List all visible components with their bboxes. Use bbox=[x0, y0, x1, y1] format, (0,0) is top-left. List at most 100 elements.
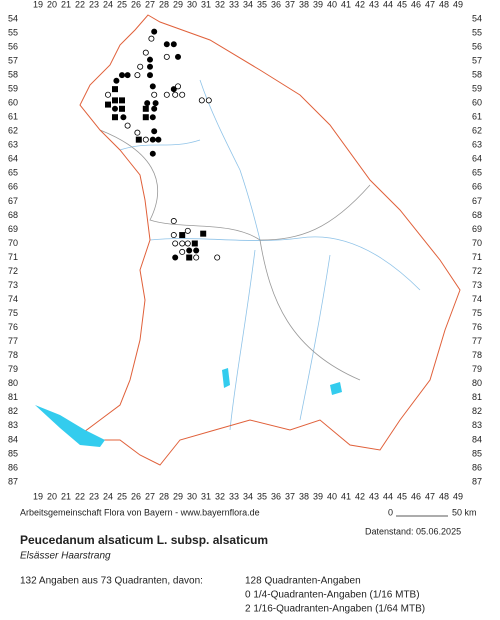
district-border bbox=[259, 239, 361, 381]
detail: 128 Quadranten-Angaben bbox=[245, 576, 361, 587]
marker bbox=[170, 232, 177, 239]
markers bbox=[105, 28, 221, 261]
marker bbox=[170, 218, 177, 225]
marker bbox=[205, 97, 212, 104]
x-label: 33 bbox=[229, 0, 239, 9]
x-label: 35 bbox=[257, 491, 267, 501]
marker bbox=[186, 247, 193, 254]
rivers bbox=[119, 79, 421, 431]
marker bbox=[112, 114, 118, 121]
x-label: 24 bbox=[103, 491, 113, 501]
x-label: 23 bbox=[89, 491, 99, 501]
y-label: 83 bbox=[8, 420, 18, 430]
marker bbox=[179, 232, 186, 239]
y-label: 80 bbox=[8, 378, 18, 388]
x-label: 23 bbox=[89, 0, 99, 9]
y-label: 75 bbox=[472, 308, 482, 318]
marker bbox=[151, 91, 158, 98]
marker bbox=[191, 240, 198, 247]
state-border bbox=[78, 14, 461, 466]
x-label: 24 bbox=[103, 0, 113, 9]
y-label: 61 bbox=[8, 112, 18, 122]
y-label: 63 bbox=[472, 140, 482, 150]
marker bbox=[172, 240, 179, 247]
x-label: 47 bbox=[425, 0, 435, 9]
marker bbox=[105, 91, 112, 98]
marker bbox=[113, 77, 120, 84]
x-label: 44 bbox=[383, 0, 393, 9]
x-label: 32 bbox=[215, 491, 225, 501]
y-label: 73 bbox=[472, 280, 482, 290]
marker bbox=[146, 63, 153, 70]
marker bbox=[134, 129, 141, 136]
x-label: 42 bbox=[355, 0, 365, 9]
marker bbox=[151, 105, 158, 112]
marker bbox=[151, 128, 158, 135]
marker bbox=[170, 86, 177, 93]
district-borders bbox=[99, 129, 371, 381]
lake bbox=[222, 368, 230, 388]
x-label: 19 bbox=[33, 0, 43, 9]
y-label: 64 bbox=[8, 154, 18, 164]
y-label: 68 bbox=[8, 210, 18, 220]
date: Datenstand: 05.06.2025 bbox=[365, 526, 461, 536]
y-label: 83 bbox=[472, 420, 482, 430]
marker bbox=[179, 91, 186, 98]
marker bbox=[184, 227, 191, 234]
river bbox=[229, 249, 256, 431]
grid-labels: 19 19 20 20 21 21 22 22 23 23 24 24 25 25 26 26 27 27 28 28… bbox=[8, 0, 482, 501]
marker bbox=[112, 97, 118, 104]
x-label: 36 bbox=[271, 491, 281, 501]
marker bbox=[119, 105, 125, 112]
y-label: 66 bbox=[8, 182, 18, 192]
marker bbox=[184, 240, 191, 247]
y-label: 56 bbox=[472, 41, 482, 51]
y-label: 60 bbox=[472, 98, 482, 108]
x-label: 39 bbox=[313, 491, 323, 501]
x-label: 27 bbox=[145, 491, 155, 501]
x-label: 45 bbox=[397, 491, 407, 501]
marker bbox=[186, 254, 193, 261]
subtitle: Elsässer Haarstrang bbox=[20, 551, 111, 562]
marker bbox=[151, 28, 158, 35]
marker bbox=[155, 136, 162, 143]
x-label: 26 bbox=[131, 491, 141, 501]
x-label: 35 bbox=[257, 0, 267, 9]
x-label: 21 bbox=[61, 491, 71, 501]
x-label: 42 bbox=[355, 491, 365, 501]
y-label: 62 bbox=[472, 126, 482, 136]
marker bbox=[149, 114, 156, 121]
x-label: 19 bbox=[33, 491, 43, 501]
y-label: 84 bbox=[472, 434, 482, 444]
x-label: 38 bbox=[299, 0, 309, 9]
y-label: 78 bbox=[8, 350, 18, 360]
marker bbox=[149, 150, 156, 157]
x-label: 38 bbox=[299, 491, 309, 501]
marker bbox=[146, 72, 153, 79]
marker bbox=[142, 49, 149, 56]
y-label: 58 bbox=[8, 69, 18, 79]
x-label: 29 bbox=[173, 0, 183, 9]
y-label: 74 bbox=[8, 294, 18, 304]
detail: 2 1/16-Quadranten-Angaben (1/64 MTB) bbox=[245, 604, 425, 615]
y-label: 85 bbox=[8, 448, 18, 458]
scale-start: 0 bbox=[388, 507, 393, 517]
x-label: 33 bbox=[229, 491, 239, 501]
y-label: 65 bbox=[472, 168, 482, 178]
y-label: 69 bbox=[472, 224, 482, 234]
x-label: 26 bbox=[131, 0, 141, 9]
x-label: 49 bbox=[453, 0, 463, 9]
marker bbox=[120, 114, 127, 121]
x-label: 44 bbox=[383, 491, 393, 501]
x-label: 28 bbox=[159, 0, 169, 9]
y-label: 87 bbox=[8, 476, 18, 486]
y-label: 82 bbox=[472, 406, 482, 416]
marker bbox=[124, 122, 131, 129]
y-label: 70 bbox=[8, 238, 18, 248]
y-label: 56 bbox=[8, 41, 18, 51]
x-label: 43 bbox=[369, 0, 379, 9]
y-label: 65 bbox=[8, 168, 18, 178]
marker bbox=[198, 97, 205, 104]
x-label: 29 bbox=[173, 491, 183, 501]
y-label: 77 bbox=[472, 336, 482, 346]
